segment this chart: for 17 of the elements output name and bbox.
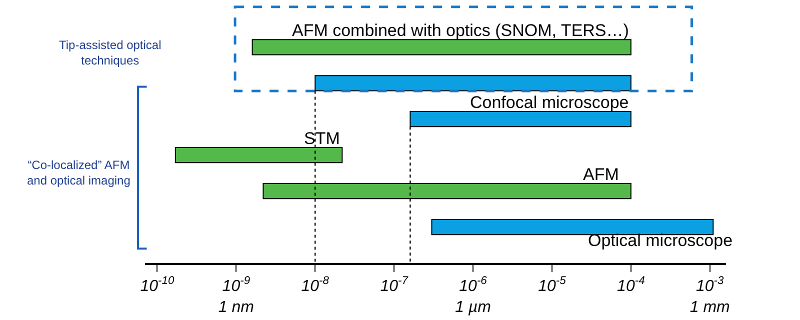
annotation: Tip-assisted optical techniques	[59, 38, 162, 68]
x-tick-label: 10$^{-7}$	[380, 275, 409, 295]
x-tick-label: 10$^{-8}$	[301, 275, 330, 295]
y-tick-label: Optical microscope	[588, 231, 733, 250]
y-tick-label: STM	[304, 129, 340, 148]
x-tick-label: 10$^{-6}$ 1 µm	[455, 275, 491, 316]
y-tick-label: AFM combined with optics (SNOM, TERS…)	[292, 21, 629, 40]
y-tick-label: Confocal microscope	[470, 93, 629, 112]
x-tick-label: 10$^{-5}$	[538, 275, 567, 295]
text: “Co-localized” AFM and optical imaging	[27, 158, 130, 188]
y-tick-label: AFM	[583, 165, 619, 184]
x-tick-label: 10$^{-4}$	[617, 275, 645, 295]
bar	[431, 218, 714, 236]
x-tick-label: 10$^{-3}$ 1 mm	[690, 275, 730, 316]
x-tick-label: 10$^{-10}$	[140, 275, 175, 295]
bar	[252, 39, 632, 56]
x-tick-label: 10$^{-9}$ 1 nm	[218, 275, 254, 316]
